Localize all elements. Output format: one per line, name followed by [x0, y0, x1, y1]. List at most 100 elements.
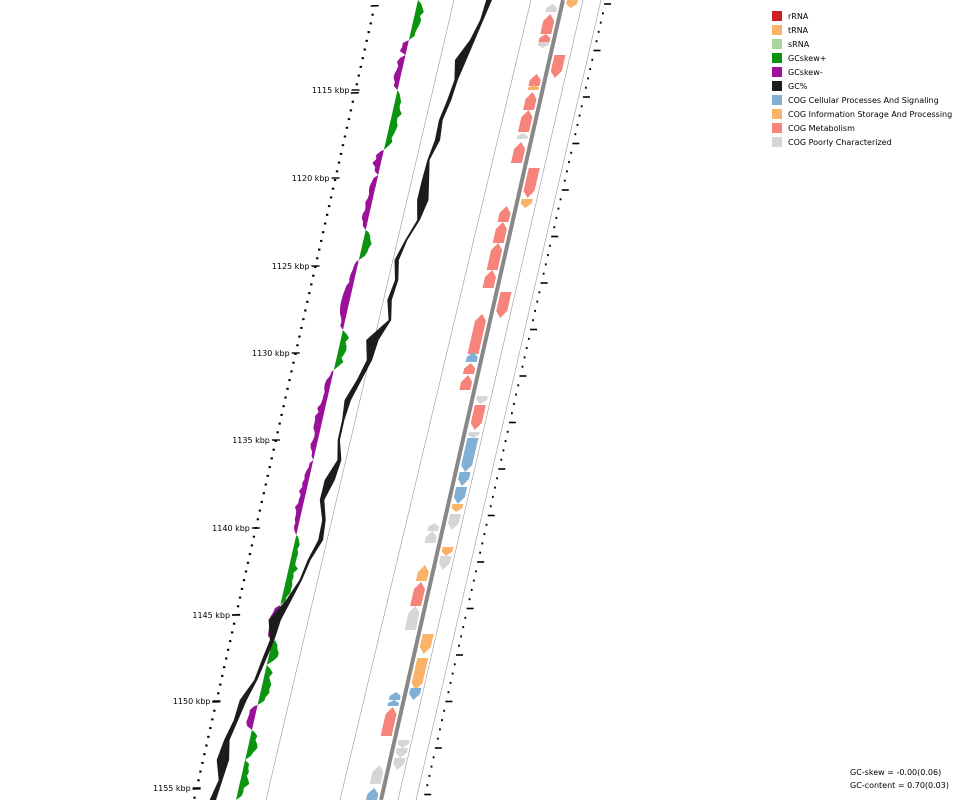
cog-metabolism-feature [540, 14, 555, 34]
cog-metabolism-feature [380, 707, 397, 736]
genome-stats: GC-skew = -0.00(0.06) GC-content = 0.70(… [850, 766, 949, 792]
gc-skew-positive-segment [236, 760, 250, 800]
cog-poorly-characterized-feature [438, 556, 452, 570]
track-guide-lines [265, 0, 602, 800]
gc-skew-track [236, 0, 424, 800]
legend-label: tRNA [788, 25, 809, 35]
legend-item: tRNA [772, 23, 952, 37]
legend-swatch [772, 109, 782, 119]
legend-swatch [772, 95, 782, 105]
cog-information-feature [566, 0, 578, 8]
cog-information-feature [419, 634, 434, 654]
coordinate-ruler: 1115 kbp 1120 kbp 1125 kbp 1130 kbp 1135 kbp… [153, 4, 379, 799]
legend-swatch [772, 137, 782, 147]
cog-poorly-characterized-feature [424, 531, 437, 543]
gc-skew-negative-segment [399, 40, 409, 55]
axis-label: 1135 kbp [232, 436, 270, 445]
legend-label: GCskew+ [788, 53, 827, 63]
legend-item: COG Metabolism [772, 121, 952, 135]
gc-content-stat: GC-content = 0.70(0.03) [850, 781, 949, 790]
cog-information-feature [415, 565, 429, 581]
cog-poorly-characterized-feature [404, 606, 420, 630]
legend-item: GCskew+ [772, 51, 952, 65]
cog-metabolism-feature [486, 243, 503, 270]
genome-backbone [379, 0, 565, 800]
legend-label: GC% [788, 81, 808, 91]
gc-content-track [209, 0, 492, 800]
legend-swatch [772, 53, 782, 63]
gc-skew-positive-segment [358, 230, 372, 260]
cog-metabolism-feature [410, 582, 425, 606]
cog-metabolism-feature [482, 270, 496, 288]
guide-line [415, 0, 602, 800]
legend-label: GCskew- [788, 67, 823, 77]
cog-metabolism-feature [470, 405, 486, 430]
gc-skew-positive-segment [333, 330, 349, 370]
cog-poorly-characterized-feature [393, 758, 406, 770]
legend-item: rRNA [772, 9, 952, 23]
cog-information-feature [441, 547, 454, 556]
axis-label: 1150 kbp [173, 697, 211, 706]
cog-metabolism-feature [523, 92, 537, 110]
gc-skew-positive-segment [257, 665, 273, 705]
cog-cellular-feature [453, 487, 468, 504]
axis-label: 1140 kbp [212, 524, 250, 533]
legend-item: GC% [772, 79, 952, 93]
legend-swatch [772, 67, 782, 77]
cog-metabolism-feature [497, 206, 511, 222]
cog-poorly-characterized-feature [476, 396, 488, 404]
axis-label: 1145 kbp [192, 611, 230, 620]
legend-swatch [772, 25, 782, 35]
cds-feature-track [366, 0, 578, 800]
legend-swatch [772, 11, 782, 21]
cog-information-feature [451, 504, 464, 512]
cog-poorly-characterized-feature [537, 42, 550, 48]
legend: rRNA tRNA sRNA GCskew+ GCskew- GC% COG Cellula… [772, 9, 952, 149]
legend-label: COG Cellular Processes And Signaling [788, 95, 939, 105]
cog-metabolism-feature [492, 222, 507, 243]
outer-scale-ruler [424, 3, 612, 796]
legend-swatch [772, 81, 782, 91]
guide-line [397, 0, 584, 800]
legend-label: rRNA [788, 11, 809, 21]
cog-cellular-feature [465, 352, 478, 362]
cog-poorly-characterized-feature [427, 523, 440, 531]
legend-item: GCskew- [772, 65, 952, 79]
cog-metabolism-feature [550, 55, 566, 78]
cog-metabolism-feature [538, 34, 551, 42]
legend-label: sRNA [788, 39, 810, 49]
cog-poorly-characterized-feature [516, 133, 529, 139]
cog-metabolism-feature [528, 74, 541, 86]
cog-metabolism-feature [523, 168, 540, 198]
cog-cellular-feature [409, 688, 422, 700]
cog-cellular-feature [387, 700, 400, 706]
legend-swatch [772, 39, 782, 49]
gc-skew-negative-segment [310, 370, 334, 460]
gc-skew-negative-segment [246, 705, 258, 730]
legend-item: sRNA [772, 37, 952, 51]
gc-skew-negative-segment [293, 460, 314, 535]
cog-information-feature [527, 85, 540, 90]
legend-item: COG Information Storage And Processing [772, 107, 952, 121]
axis-label: 1125 kbp [272, 262, 310, 271]
cog-poorly-characterized-feature [448, 514, 462, 530]
cog-poorly-characterized-feature [545, 4, 558, 12]
cog-information-feature [520, 199, 533, 208]
gc-skew-positive-segment [280, 535, 300, 605]
legend-label: COG Information Storage And Processing [788, 109, 953, 119]
gc-skew-positive-segment [408, 0, 424, 40]
cog-cellular-feature [366, 788, 379, 800]
cog-poorly-characterized-feature [369, 765, 384, 784]
guide-line [339, 0, 532, 800]
axis-label: 1130 kbp [252, 349, 290, 358]
gc-skew-negative-segment [393, 55, 406, 90]
gc-skew-positive-segment [383, 90, 402, 150]
cog-metabolism-feature [510, 142, 526, 163]
cog-poorly-characterized-feature [397, 740, 410, 748]
cog-cellular-feature [461, 438, 479, 472]
axis-label: 1115 kbp [312, 86, 350, 95]
gc-content-profile [209, 0, 492, 800]
cog-metabolism-feature [462, 363, 476, 374]
cog-cellular-feature [458, 472, 471, 486]
